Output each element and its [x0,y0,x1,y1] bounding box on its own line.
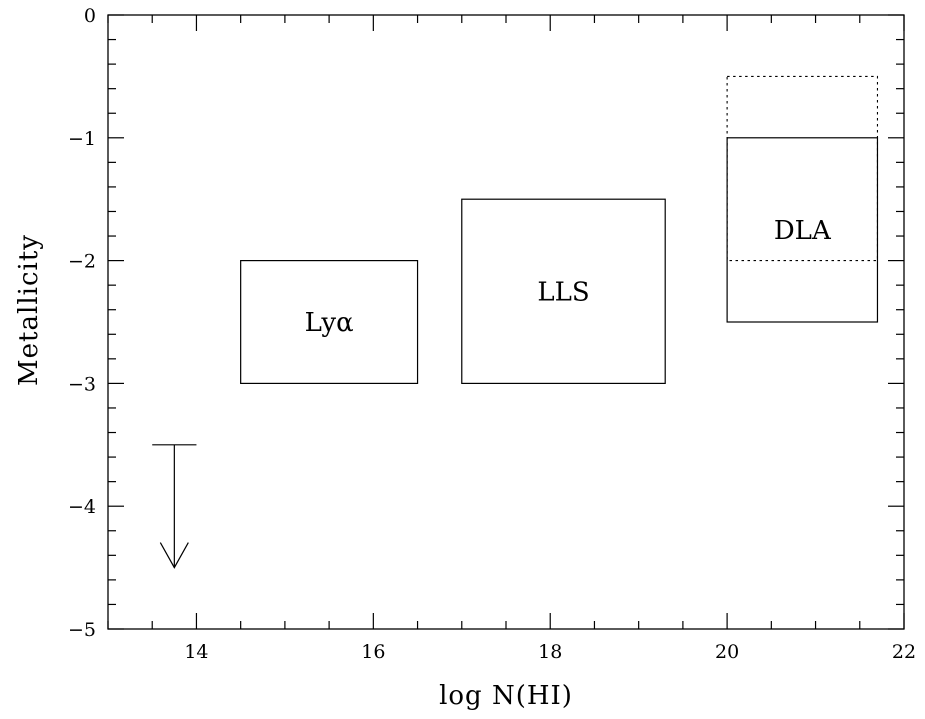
plot-frame [107,14,905,630]
y-tick-label: −2 [68,251,96,273]
y-tick-label: −5 [68,619,96,641]
region-box [726,137,879,323]
y-tick-label: −1 [68,128,96,150]
x-tick-label: 18 [538,641,562,663]
region-label: Lyα [305,308,354,338]
regions: Lyα LLS DLA [240,75,879,385]
x-tick-label: 20 [715,641,739,663]
y-axis-title: Metallicity [14,234,44,386]
region-label: DLA [774,216,832,246]
region-label: LLS [537,277,589,307]
limit-arrowhead [159,542,189,569]
x-tick-label: 16 [361,641,385,663]
y-tick-label: −4 [68,496,96,518]
region-box [461,198,666,384]
x-axis-title: log N(HI) [439,681,573,711]
y-tick-label: −3 [68,373,96,395]
y-tick-label: 0 [84,5,96,27]
x-tick-label: 22 [892,641,916,663]
minor-ticks [107,15,904,629]
upper-limit-marker [152,444,197,569]
x-tick-label: 14 [184,641,208,663]
tick-labels: 14 16 18 20 22 0 −1 −2 −3 −4 −5 [68,5,916,663]
region-box [240,260,419,385]
